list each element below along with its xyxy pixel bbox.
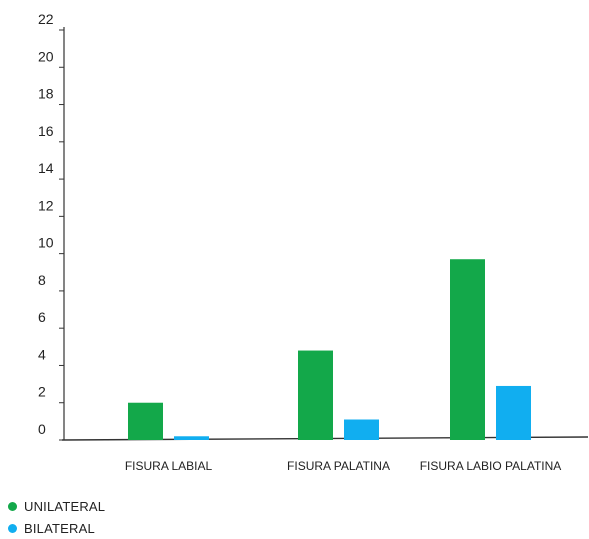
legend-label-unilateral: UNILATERAL bbox=[24, 498, 106, 514]
legend-swatch-bilateral bbox=[8, 523, 17, 533]
bar-unilateral-1 bbox=[298, 350, 333, 440]
y-tick-label: 22 bbox=[38, 11, 54, 27]
bar-chart: 0 2 4 6 8 10 12 14 16 18 20 22 FISURA LABIAL FISURA … bbox=[38, 11, 589, 473]
y-tick-label: 4 bbox=[38, 346, 46, 362]
bar-bilateral-0 bbox=[174, 436, 209, 440]
y-tick-label: 20 bbox=[38, 48, 54, 64]
y-tick-label: 2 bbox=[38, 384, 46, 400]
legend: UNILATERAL BILATERAL bbox=[8, 495, 105, 539]
category-label: FISURA PALATINA bbox=[287, 459, 390, 473]
legend-item-unilateral: UNILATERAL bbox=[8, 495, 105, 517]
bar-unilateral-0 bbox=[128, 402, 163, 440]
y-tick-label: 12 bbox=[38, 197, 54, 213]
y-tick-label: 6 bbox=[38, 309, 46, 325]
category-label: FISURA LABIO PALATINA bbox=[420, 459, 562, 473]
y-tick-label: 14 bbox=[38, 160, 54, 176]
legend-swatch-unilateral bbox=[8, 501, 17, 511]
bar-bilateral-2 bbox=[496, 385, 531, 440]
y-tick-label: 0 bbox=[38, 421, 46, 437]
bar-bilateral-1 bbox=[344, 419, 379, 440]
y-tick-label: 8 bbox=[38, 272, 46, 288]
y-tick-label: 16 bbox=[38, 123, 54, 139]
legend-item-bilateral: BILATERAL bbox=[8, 517, 105, 539]
y-tick-label: 18 bbox=[38, 86, 54, 102]
category-label: FISURA LABIAL bbox=[125, 459, 213, 473]
bar-unilateral-2 bbox=[450, 259, 485, 440]
legend-label-bilateral: BILATERAL bbox=[24, 520, 95, 536]
y-tick-label: 10 bbox=[38, 235, 54, 251]
